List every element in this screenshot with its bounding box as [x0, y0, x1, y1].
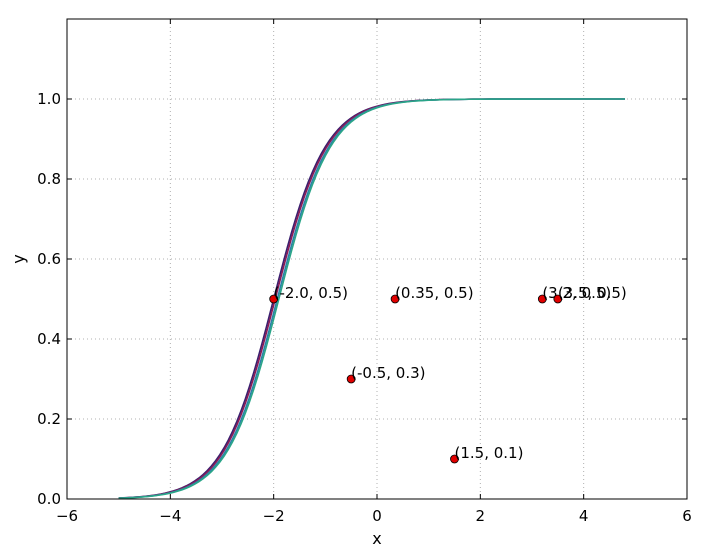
y-tick-label: 0.4: [37, 330, 61, 348]
y-tick-label: 1.0: [37, 90, 61, 108]
data-point-label: (-0.5, 0.3): [351, 364, 425, 382]
y-tick-label: 0.2: [37, 410, 61, 428]
x-axis-title: x: [372, 529, 381, 548]
data-point-label: (3.5, 0.5): [558, 284, 627, 302]
x-tick-label: 4: [579, 507, 589, 525]
data-point: [553, 294, 563, 304]
y-tick-label: 0.8: [37, 170, 61, 188]
series-layer: [118, 98, 625, 499]
ticks: −6 −4 −2 0 2 4 6 0.0 0.2 0.4 0.6 0.8 1.0: [37, 19, 692, 525]
y-tick-label: 0.6: [37, 250, 61, 268]
data-point: [390, 294, 400, 304]
data-point: [450, 454, 459, 464]
series-line-4: [118, 98, 625, 499]
data-point: [537, 294, 547, 304]
x-tick-label: 0: [372, 507, 382, 525]
data-point: [269, 294, 279, 304]
grid: [67, 19, 687, 499]
data-point-label: (0.35, 0.5): [395, 284, 474, 302]
y-axis-title: y: [9, 254, 28, 263]
data-point-label: (1.5, 0.1): [455, 444, 524, 462]
x-tick-label: −6: [56, 507, 78, 525]
y-tick-label: 0.0: [37, 490, 61, 508]
x-tick-label: 6: [682, 507, 692, 525]
x-tick-label: −4: [159, 507, 181, 525]
x-tick-label: −2: [263, 507, 285, 525]
x-tick-label: 2: [476, 507, 486, 525]
data-point: [346, 374, 356, 384]
points-layer: (-2.0, 0.5) (0.35, 0.5) (-0.5, 0.3) (1.5, 0…: [269, 284, 627, 464]
data-point-label: (-2.0, 0.5): [274, 284, 348, 302]
